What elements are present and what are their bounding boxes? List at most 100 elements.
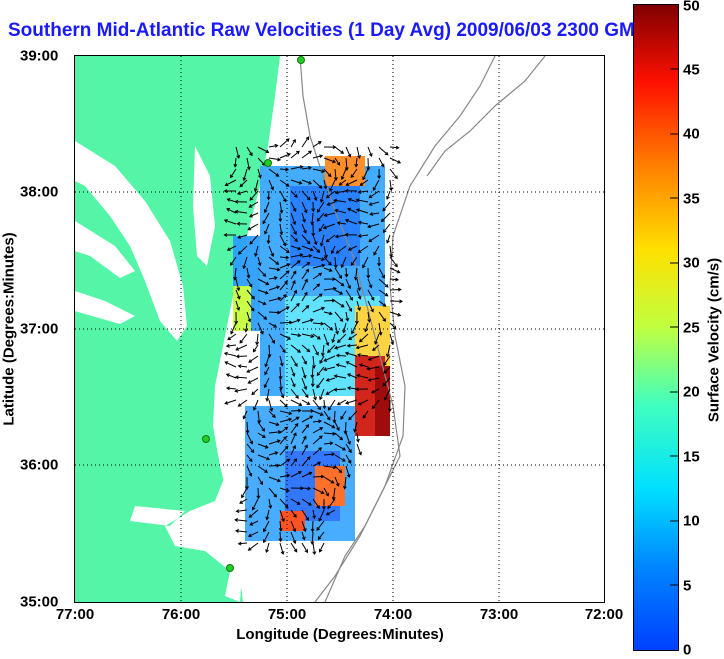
velocity-arrow-head xyxy=(316,505,320,510)
velocity-arrow xyxy=(301,531,305,540)
velocity-arrow xyxy=(237,190,248,195)
velocity-arrow-head xyxy=(248,458,253,463)
velocity-arrow xyxy=(362,256,369,268)
velocity-arrow xyxy=(301,487,311,490)
velocity-arrow-head xyxy=(321,306,326,311)
velocity-arrow-head xyxy=(357,154,361,159)
velocity-arrow xyxy=(279,344,286,353)
velocity-arrow xyxy=(345,311,349,321)
velocity-arrow xyxy=(334,256,337,268)
velocity-arrow-head xyxy=(368,238,373,243)
velocity-arrow-head xyxy=(310,383,315,388)
velocity-arrow xyxy=(334,443,346,451)
velocity-arrow xyxy=(389,157,401,164)
velocity-arrow xyxy=(301,150,312,159)
velocity-arrow-head xyxy=(276,267,281,272)
velocity-arrow-head xyxy=(325,342,330,347)
velocity-arrow-head xyxy=(340,282,345,287)
velocity-arrow-head xyxy=(229,174,234,179)
velocity-arrow xyxy=(236,355,248,357)
velocity-arrow-head xyxy=(317,536,322,540)
velocity-arrow-head xyxy=(350,174,355,179)
velocity-arrow-head xyxy=(273,276,278,280)
velocity-arrow xyxy=(230,168,237,178)
velocity-arrow-head xyxy=(318,184,323,189)
velocity-arrow xyxy=(358,245,369,253)
velocity-arrow-head xyxy=(310,541,315,545)
velocity-arrow-head xyxy=(374,340,378,345)
velocity-arrow xyxy=(257,146,269,153)
velocity-arrow-head xyxy=(341,458,346,462)
velocity-arrow-head xyxy=(265,281,270,286)
velocity-arrow-head xyxy=(316,208,321,213)
velocity-arrow xyxy=(257,322,264,335)
velocity-arrow-head xyxy=(273,324,278,328)
velocity-arrow-head xyxy=(358,451,362,456)
velocity-arrow-head xyxy=(241,494,245,499)
velocity-arrow-head xyxy=(316,372,321,377)
velocity-arrow xyxy=(290,333,301,337)
colorbar-tick: 20 xyxy=(683,383,700,401)
velocity-arrow xyxy=(246,146,253,156)
velocity-arrow xyxy=(334,454,346,462)
velocity-arrow xyxy=(312,427,323,434)
velocity-arrow xyxy=(279,280,288,291)
velocity-arrow-head xyxy=(332,286,337,291)
velocity-arrow xyxy=(348,333,358,340)
velocity-arrow xyxy=(267,234,270,244)
velocity-arrow xyxy=(301,269,309,280)
velocity-arrow xyxy=(301,333,314,338)
velocity-arrow-head xyxy=(389,187,393,192)
velocity-arrow-head xyxy=(239,339,244,344)
velocity-arrow-head xyxy=(270,186,274,191)
velocity-arrow xyxy=(312,322,324,325)
velocity-arrow xyxy=(234,267,237,280)
velocity-arrow xyxy=(257,476,263,485)
velocity-arrow xyxy=(301,436,307,445)
velocity-arrow xyxy=(383,223,391,233)
y-tick-label: 35:00 xyxy=(20,593,59,611)
velocity-arrow xyxy=(245,322,248,332)
velocity-arrow-head xyxy=(292,138,296,143)
velocity-arrow xyxy=(389,168,398,179)
velocity-arrow-head xyxy=(265,397,270,402)
velocity-arrow xyxy=(279,445,289,456)
velocity-arrow xyxy=(290,139,296,148)
velocity-arrow xyxy=(249,234,259,245)
velocity-arrow-head xyxy=(364,328,368,333)
velocity-arrow-head xyxy=(368,202,373,206)
velocity-arrow xyxy=(345,454,352,464)
velocity-arrow-head xyxy=(322,405,327,410)
velocity-arrow-head xyxy=(262,434,266,438)
velocity-arrow xyxy=(356,374,369,379)
velocity-arrow-head xyxy=(234,375,239,380)
velocity-arrow xyxy=(268,476,281,482)
velocity-arrow xyxy=(312,520,314,532)
velocity-arrow xyxy=(290,423,299,434)
velocity-arrow xyxy=(323,223,336,229)
velocity-arrow xyxy=(334,421,340,431)
velocity-arrow xyxy=(356,443,362,455)
velocity-arrow-head xyxy=(316,527,320,531)
velocity-arrow xyxy=(263,531,270,543)
velocity-arrow-head xyxy=(280,550,285,555)
velocity-arrow xyxy=(367,146,373,157)
velocity-arrow-head xyxy=(318,548,323,553)
velocity-arrow-head xyxy=(367,377,372,382)
velocity-arrow-head xyxy=(275,261,280,265)
velocity-arrow xyxy=(368,377,380,381)
velocity-arrow xyxy=(235,388,248,392)
velocity-arrow xyxy=(312,447,322,456)
velocity-arrow xyxy=(341,256,347,268)
velocity-arrow xyxy=(358,221,369,225)
velocity-arrow xyxy=(290,201,297,212)
velocity-arrow xyxy=(224,352,237,357)
velocity-arrow-head xyxy=(344,232,349,237)
velocity-arrow-head xyxy=(247,226,252,231)
velocity-arrow-head xyxy=(306,401,311,405)
velocity-arrow xyxy=(345,267,348,277)
velocity-arrow xyxy=(386,344,391,357)
velocity-arrow-head xyxy=(308,253,313,258)
velocity-arrow-head xyxy=(284,280,288,285)
velocity-arrow-head xyxy=(282,349,286,354)
